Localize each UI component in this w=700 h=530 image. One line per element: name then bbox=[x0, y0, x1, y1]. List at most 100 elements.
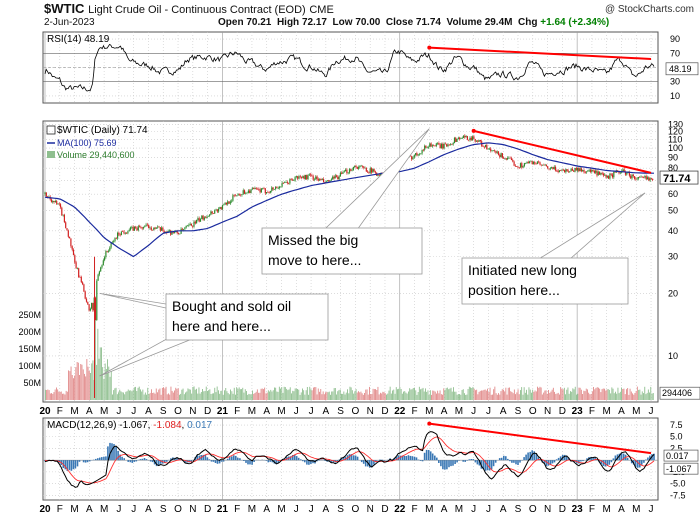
price-candle bbox=[551, 167, 553, 169]
price-candle bbox=[540, 164, 542, 166]
volume-bar bbox=[224, 390, 225, 400]
volume-bar bbox=[119, 389, 121, 400]
x-tick-label: A bbox=[86, 504, 93, 515]
price-candle bbox=[488, 148, 490, 150]
volume-bar bbox=[80, 364, 82, 400]
volume-bar bbox=[485, 390, 487, 400]
volume-bar bbox=[494, 386, 496, 400]
price-candle bbox=[149, 227, 151, 229]
price-candle bbox=[176, 230, 178, 234]
volume-bar bbox=[77, 362, 79, 400]
volume-bar bbox=[75, 367, 77, 400]
price-candle bbox=[335, 175, 338, 177]
macd-tick-label: -7.5 bbox=[670, 490, 686, 500]
price-candle bbox=[619, 172, 621, 174]
price-tick-label: 110 bbox=[668, 134, 682, 144]
x-tick-label: A bbox=[263, 504, 270, 515]
macd-hist-bar bbox=[64, 460, 67, 470]
volume-bar bbox=[626, 389, 627, 400]
price-candle bbox=[65, 222, 67, 229]
volume-bar bbox=[632, 393, 633, 400]
price-candle bbox=[333, 176, 335, 179]
volume-bar bbox=[336, 394, 337, 400]
volume-bar bbox=[466, 394, 468, 400]
macd-hist-bar bbox=[507, 458, 509, 461]
ma-legend-label: MA(100) 75.69 bbox=[57, 138, 117, 148]
volume-bar bbox=[484, 389, 486, 400]
macd-hist-bar bbox=[415, 457, 418, 461]
price-candle bbox=[497, 151, 500, 155]
price-candle bbox=[324, 182, 326, 183]
volume-bar bbox=[168, 393, 169, 400]
price-candle bbox=[355, 165, 357, 168]
price-candle bbox=[289, 179, 291, 184]
price-candle bbox=[84, 291, 86, 299]
volume-bar bbox=[560, 387, 562, 400]
macd-hist-bar bbox=[407, 455, 410, 461]
macd-hist-bar bbox=[555, 459, 558, 461]
price-candle bbox=[330, 179, 332, 181]
volume-bar bbox=[629, 388, 631, 400]
macd-hist-bar bbox=[362, 460, 365, 464]
macd-hist-bar bbox=[127, 460, 129, 462]
price-candle bbox=[483, 146, 485, 148]
price-candle bbox=[92, 302, 94, 311]
price-candle bbox=[132, 226, 134, 231]
price-candle bbox=[589, 169, 592, 172]
volume-bar bbox=[97, 328, 99, 401]
volume-bar bbox=[479, 390, 481, 400]
volume-bar bbox=[386, 394, 387, 400]
volume-bar bbox=[501, 389, 503, 400]
macd-hist-bar bbox=[275, 460, 278, 465]
volume-bar bbox=[193, 386, 195, 400]
volume-bar bbox=[138, 386, 140, 400]
volume-legend-label: Volume 29,440,600 bbox=[57, 150, 135, 160]
price-candle bbox=[461, 138, 463, 139]
macd-hist-bar bbox=[133, 460, 136, 462]
volume-bar bbox=[634, 393, 636, 400]
volume-bar bbox=[203, 391, 205, 400]
price-candle bbox=[579, 168, 581, 172]
volume-bar bbox=[339, 389, 341, 400]
price-candle bbox=[291, 179, 294, 181]
volume-bar bbox=[185, 392, 186, 400]
volume-bar bbox=[524, 392, 526, 400]
volume-bar bbox=[507, 387, 509, 400]
price-candle bbox=[117, 232, 119, 239]
volume-bar bbox=[315, 387, 317, 400]
volume-bar bbox=[623, 388, 625, 400]
volume-bar bbox=[248, 393, 250, 400]
macd-hist-bar bbox=[553, 460, 556, 463]
price-candle bbox=[329, 180, 331, 182]
volume-bar bbox=[165, 386, 167, 400]
volume-bar bbox=[381, 393, 383, 400]
x-tick-label: F bbox=[57, 504, 63, 515]
volume-bar bbox=[459, 394, 460, 400]
volume-bar bbox=[349, 386, 351, 400]
annotation-missed-move-box bbox=[261, 227, 423, 275]
volume-bar bbox=[509, 387, 510, 400]
price-candle bbox=[560, 170, 562, 171]
price-candle bbox=[643, 176, 645, 178]
price-candle bbox=[582, 170, 584, 172]
macd-hist-bar bbox=[452, 460, 454, 466]
macd-hist-bar bbox=[267, 460, 270, 463]
volume-bar bbox=[593, 387, 594, 400]
volume-bar bbox=[159, 388, 161, 400]
volume-bar bbox=[472, 386, 474, 400]
price-candle bbox=[477, 140, 479, 142]
macd-hist-bar bbox=[637, 460, 639, 468]
volume-bar bbox=[317, 388, 319, 400]
price-candle bbox=[356, 167, 358, 169]
price-candle bbox=[565, 169, 567, 173]
volume-bar bbox=[487, 388, 488, 400]
volume-bar bbox=[210, 394, 212, 400]
macd-hist-bar bbox=[620, 452, 623, 461]
x-tick-label: J bbox=[309, 406, 314, 417]
price-candle bbox=[573, 170, 575, 172]
volume-bar bbox=[534, 390, 536, 400]
price-candle bbox=[451, 144, 453, 145]
price-candle bbox=[346, 169, 348, 174]
price-candle bbox=[544, 164, 546, 166]
price-candle bbox=[294, 177, 296, 181]
